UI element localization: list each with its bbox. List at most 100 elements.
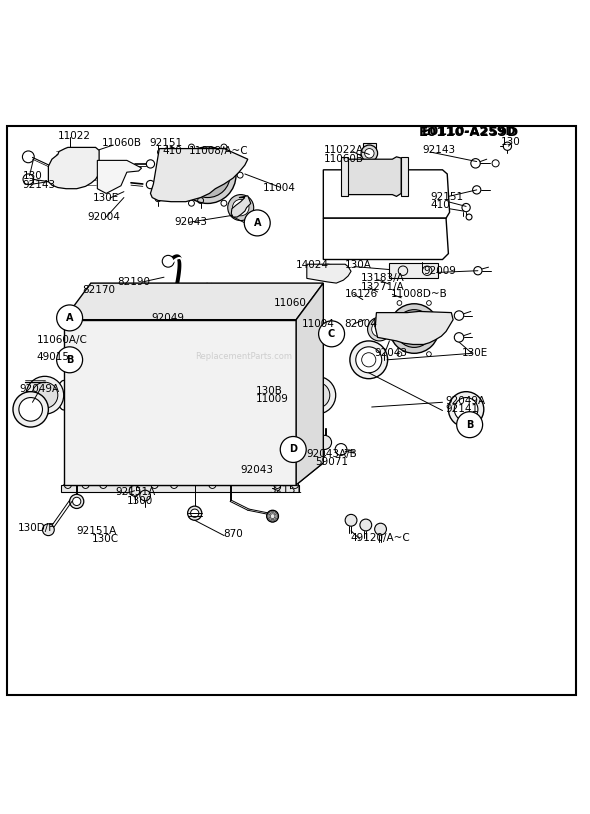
Circle shape [76,357,154,434]
Text: 130C: 130C [91,534,119,545]
Circle shape [151,481,158,488]
Circle shape [140,490,150,501]
Circle shape [454,397,478,421]
Circle shape [129,485,140,496]
Text: 1300: 1300 [127,496,153,505]
Polygon shape [231,196,251,217]
Text: 49015: 49015 [37,352,70,362]
Circle shape [57,347,83,373]
Circle shape [64,481,71,488]
Bar [61,485,299,492]
Circle shape [402,317,426,340]
Text: 130A: 130A [345,260,372,269]
Circle shape [228,195,254,221]
Circle shape [188,506,202,520]
Circle shape [165,293,177,305]
Text: 92004: 92004 [87,212,120,222]
Text: 11022A: 11022A [323,146,363,155]
Circle shape [323,268,332,278]
Polygon shape [97,160,142,194]
Text: 11060B: 11060B [323,154,363,164]
Text: 32151: 32151 [269,485,302,495]
Circle shape [319,321,345,347]
Polygon shape [64,283,323,320]
Circle shape [298,376,336,414]
Text: ReplacementParts.com: ReplacementParts.com [195,352,291,361]
Circle shape [174,299,182,308]
Text: 13183/A: 13183/A [361,274,405,283]
Bar [363,142,376,153]
Polygon shape [64,320,296,485]
Polygon shape [150,149,248,202]
Circle shape [42,524,54,536]
Text: 130B: 130B [256,386,283,396]
Text: 13271/A: 13271/A [361,282,405,291]
Circle shape [291,481,299,488]
Circle shape [211,365,270,425]
Circle shape [395,309,433,348]
Text: 92143: 92143 [422,146,455,155]
Text: 11004: 11004 [263,182,296,193]
Circle shape [360,519,372,531]
Text: 92151A: 92151A [77,526,117,536]
Text: 59071: 59071 [316,457,349,467]
Text: 92049A: 92049A [19,384,59,394]
Circle shape [319,265,336,281]
Polygon shape [341,157,348,196]
Polygon shape [296,283,323,485]
Circle shape [280,436,306,462]
Circle shape [457,412,483,438]
Text: 92141: 92141 [445,405,478,414]
Circle shape [368,317,391,341]
Circle shape [202,357,280,434]
Polygon shape [375,312,453,344]
Circle shape [356,347,382,373]
Text: 92151: 92151 [431,192,464,202]
Circle shape [90,299,98,308]
Circle shape [389,304,439,353]
Text: 11060: 11060 [274,298,307,309]
Circle shape [67,347,163,444]
Circle shape [100,481,107,488]
Text: 92043: 92043 [241,465,274,475]
Text: 92009: 92009 [424,265,457,276]
Circle shape [232,199,249,216]
Text: 14024: 14024 [296,260,329,269]
Text: 92049A: 92049A [445,396,486,406]
Circle shape [32,383,58,408]
Circle shape [350,341,388,379]
Circle shape [287,299,295,308]
Circle shape [267,510,278,522]
Circle shape [304,383,330,408]
Circle shape [70,494,84,509]
Text: 49120/A~C: 49120/A~C [350,533,410,543]
Text: 11008/A~C: 11008/A~C [189,146,248,156]
Circle shape [274,481,281,488]
Text: 410: 410 [162,146,182,156]
Circle shape [192,347,289,444]
Circle shape [361,145,378,161]
Text: B: B [466,420,473,430]
Circle shape [345,514,357,526]
Text: 11060B: 11060B [101,138,142,148]
Circle shape [57,305,83,330]
Polygon shape [348,157,401,196]
Circle shape [185,153,230,198]
Text: 11009: 11009 [256,394,289,405]
Circle shape [13,392,48,427]
Text: 11060A/C: 11060A/C [37,335,87,345]
Text: 410: 410 [431,200,450,210]
Polygon shape [323,218,448,260]
Text: 92043A/B: 92043A/B [307,449,358,459]
Circle shape [258,299,267,308]
Circle shape [209,481,216,488]
Circle shape [448,392,484,427]
Polygon shape [48,147,99,189]
Text: 92043: 92043 [174,217,207,227]
Circle shape [372,322,387,337]
Polygon shape [307,265,351,283]
Circle shape [179,147,236,204]
Text: B: B [66,355,73,365]
Text: D: D [289,444,297,454]
Circle shape [244,210,270,236]
